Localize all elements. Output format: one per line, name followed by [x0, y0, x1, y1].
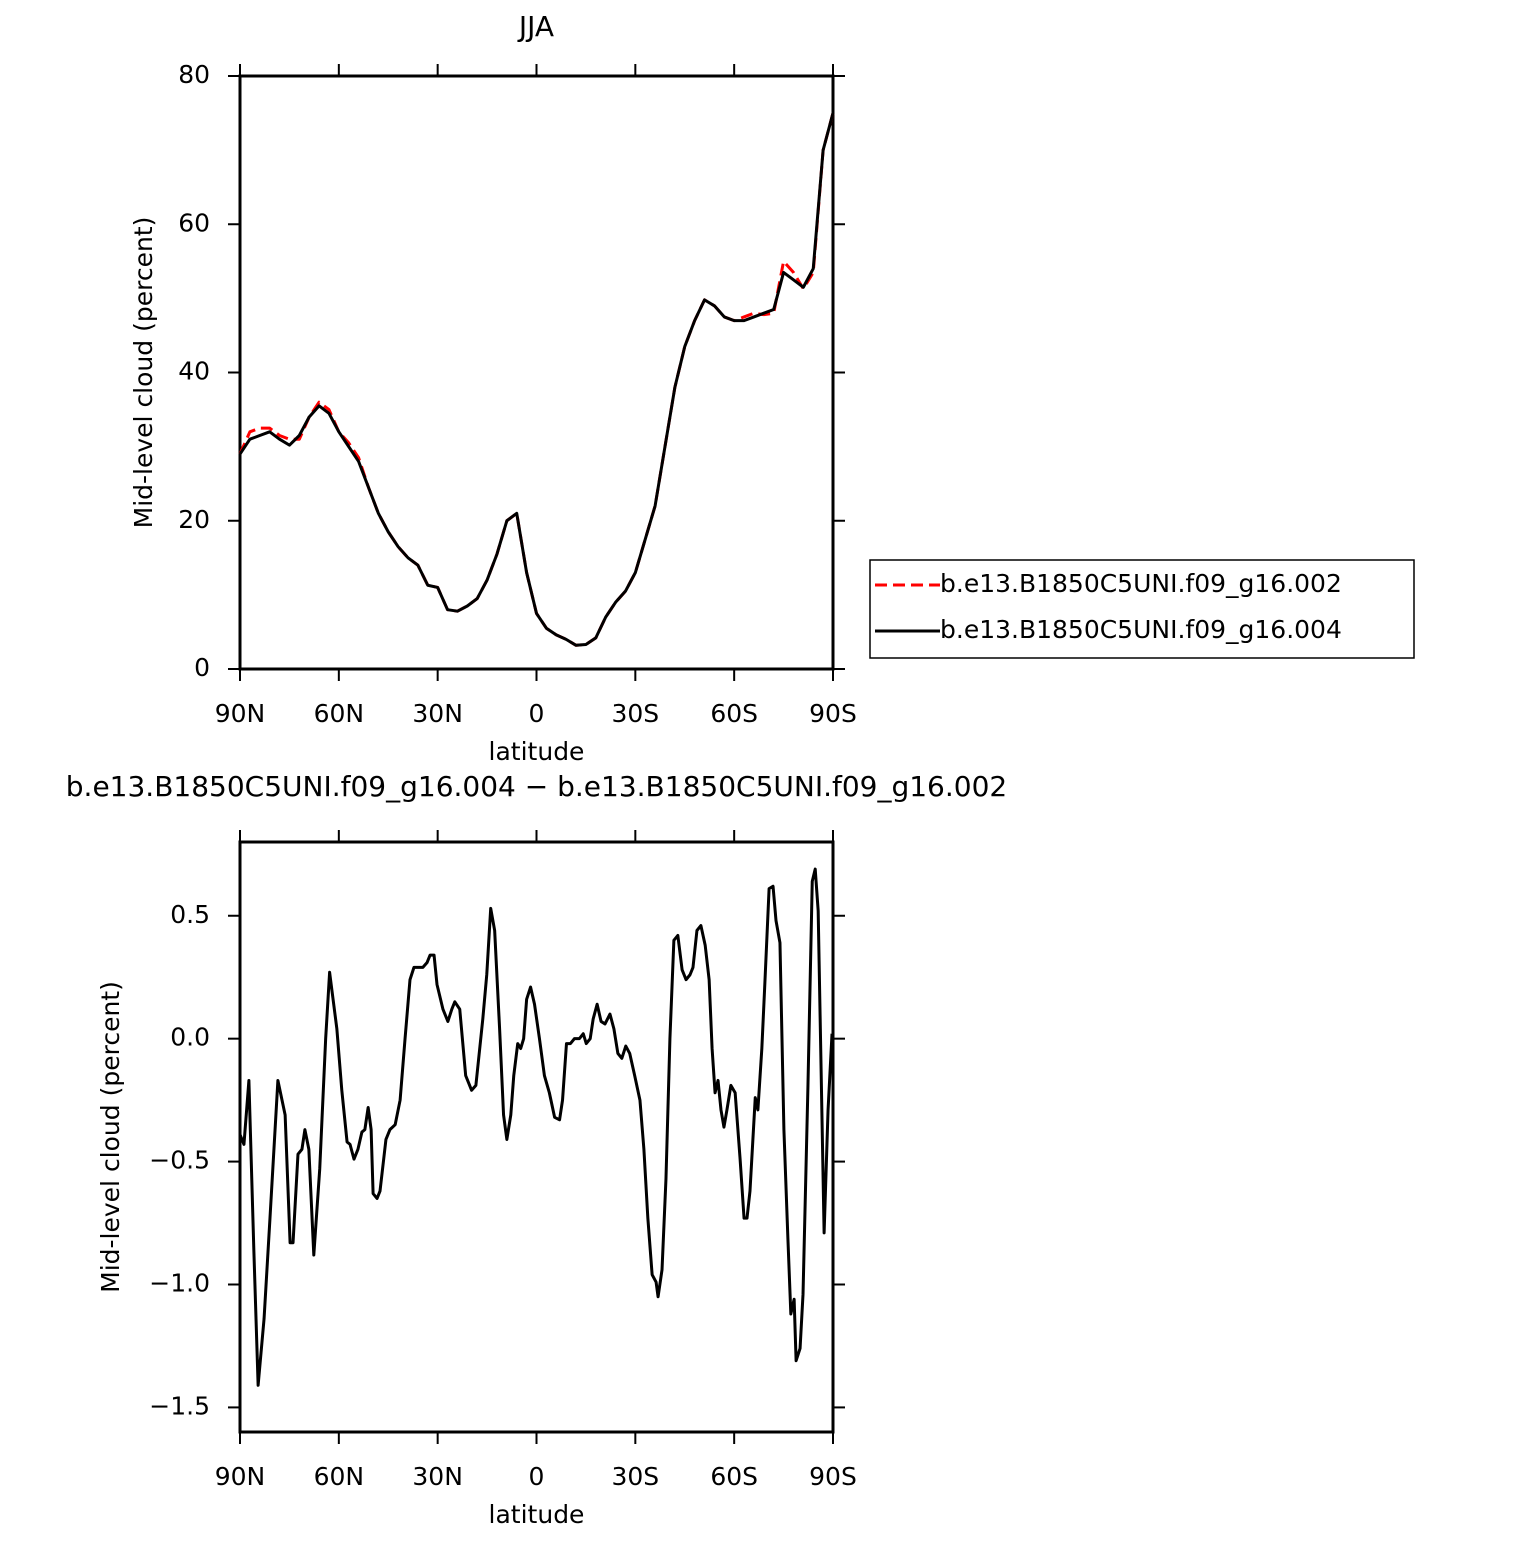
plot-frame [238, 840, 835, 1434]
legend-box [869, 559, 1415, 659]
legend-label: b.e13.B1850C5UNI.f09_g16.002 [940, 569, 1342, 598]
y-axis-label: Mid-level cloud (percent) [129, 217, 158, 529]
x-tick-label: 90S [809, 699, 857, 728]
plot-frame [238, 74, 835, 671]
x-tick-label: 30S [611, 699, 659, 728]
y-axis-label: Mid-level cloud (percent) [96, 981, 125, 1293]
y-tick-label: −0.5 [149, 1146, 210, 1175]
x-tick-label: 60N [314, 699, 365, 728]
x-tick-label: 30S [611, 1462, 659, 1491]
x-tick-label: 60N [314, 1462, 365, 1491]
y-tick-label: 60 [178, 208, 210, 237]
x-tick-label: 90N [215, 1462, 266, 1491]
x-tick-label: 0 [529, 699, 545, 728]
chart-title: b.e13.B1850C5UNI.f09_g16.004 − b.e13.B18… [66, 770, 1007, 803]
chart-title: JJA [517, 10, 554, 43]
x-tick-label: 90N [215, 699, 266, 728]
x-tick-label: 60S [710, 1462, 758, 1491]
y-tick-label: −1.5 [149, 1391, 210, 1420]
data-line [238, 112, 835, 647]
y-tick-label: 0.5 [170, 900, 210, 929]
y-tick-label: 0.0 [170, 1023, 210, 1052]
x-tick-label: 90S [809, 1462, 857, 1491]
legend-label: b.e13.B1850C5UNI.f09_g16.004 [940, 615, 1342, 644]
y-tick-label: 0 [194, 653, 210, 682]
x-tick-label: 30N [412, 699, 463, 728]
y-tick-label: −1.0 [149, 1269, 210, 1298]
data-line [238, 867, 834, 1387]
x-axis-label: latitude [489, 737, 585, 766]
data-line [238, 112, 835, 647]
x-tick-label: 60S [710, 699, 758, 728]
x-tick-label: 0 [529, 1462, 545, 1491]
y-tick-label: 40 [178, 357, 210, 386]
x-tick-label: 30N [412, 1462, 463, 1491]
y-tick-label: 20 [178, 505, 210, 534]
y-tick-label: 80 [178, 60, 210, 89]
x-axis-label: latitude [489, 1500, 585, 1529]
